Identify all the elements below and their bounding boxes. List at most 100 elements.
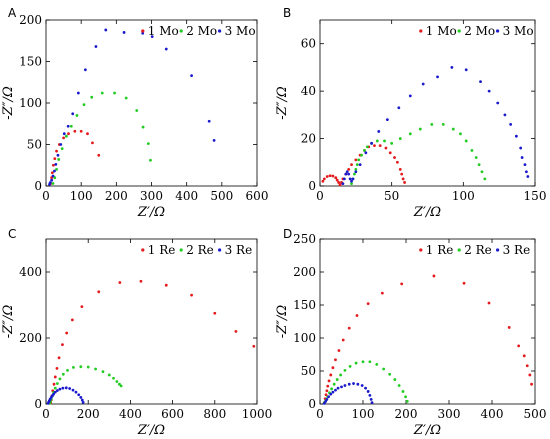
data-point xyxy=(388,372,392,376)
data-point xyxy=(496,101,500,105)
data-point xyxy=(68,387,72,390)
data-point xyxy=(122,31,126,34)
data-point xyxy=(353,172,356,176)
data-point xyxy=(325,389,329,393)
data-point xyxy=(336,386,340,390)
y-tick-label: 150 xyxy=(293,298,316,312)
x-axis-label: Z′/Ω xyxy=(137,205,165,220)
x-axis-label: Z′/Ω xyxy=(137,423,165,438)
data-point xyxy=(234,330,238,333)
data-point xyxy=(528,373,532,377)
data-point xyxy=(339,373,343,377)
data-point xyxy=(119,384,123,388)
data-point xyxy=(66,368,69,372)
legend-label: 3 Mo xyxy=(225,24,256,38)
data-point xyxy=(62,132,66,136)
data-point xyxy=(370,401,374,405)
y-tick-label: 200 xyxy=(19,331,42,345)
data-point xyxy=(383,139,386,143)
data-point xyxy=(53,390,57,394)
data-point xyxy=(80,398,84,402)
data-point xyxy=(517,344,521,348)
data-point xyxy=(398,168,402,171)
y-tick-label: 250 xyxy=(293,232,316,246)
data-point xyxy=(104,28,108,32)
data-point xyxy=(329,373,333,377)
data-point xyxy=(70,318,74,322)
panel-letter: D xyxy=(283,227,292,241)
data-point xyxy=(347,326,351,330)
panel-letter: C xyxy=(8,227,16,241)
data-point xyxy=(358,163,362,167)
data-point xyxy=(344,172,348,176)
data-point xyxy=(81,400,85,404)
y-tick-label: 40 xyxy=(301,84,316,98)
y-tick-label: 400 xyxy=(19,265,42,279)
legend-label: 2 Mo xyxy=(186,24,217,38)
data-point xyxy=(190,74,193,78)
data-point xyxy=(82,103,86,107)
legend-label: 3 Re xyxy=(225,243,253,257)
x-tick-label: 100 xyxy=(452,189,475,203)
data-point xyxy=(477,163,481,167)
data-point xyxy=(436,75,439,79)
data-point xyxy=(55,149,58,153)
data-point xyxy=(354,361,358,365)
data-point xyxy=(86,132,89,136)
legend: 1 Mo 2 Mo 3 Mo xyxy=(141,24,256,38)
data-point xyxy=(79,365,83,369)
data-point xyxy=(55,389,59,392)
y-tick-label: 200 xyxy=(19,13,42,27)
data-point xyxy=(124,96,128,100)
data-point xyxy=(368,360,372,364)
panel-letter: B xyxy=(283,6,291,20)
data-point xyxy=(464,68,468,72)
data-point xyxy=(464,139,468,143)
data-point xyxy=(66,124,70,128)
data-point xyxy=(351,177,355,181)
data-point xyxy=(352,382,355,385)
data-point xyxy=(207,119,211,123)
data-point xyxy=(65,331,69,335)
data-point xyxy=(364,386,367,390)
y-tick-label: 100 xyxy=(19,96,42,110)
data-point xyxy=(401,177,405,181)
data-point xyxy=(450,66,454,69)
data-point xyxy=(190,293,193,297)
legend-label: 1 Re xyxy=(426,243,454,257)
legend-marker xyxy=(179,248,183,252)
data-point xyxy=(350,182,353,186)
data-point xyxy=(370,141,373,145)
data-point xyxy=(53,157,57,161)
y-tick-label: 200 xyxy=(293,265,316,279)
data-point xyxy=(514,134,518,138)
data-point xyxy=(525,170,528,174)
x-tick-label: 0 xyxy=(316,189,324,203)
data-point xyxy=(354,168,358,171)
legend-label: 2 Re xyxy=(464,243,492,257)
data-point xyxy=(519,146,523,150)
data-point xyxy=(329,392,333,396)
data-point xyxy=(55,168,58,171)
legend: 1 Mo 2 Mo 3 Mo xyxy=(419,24,534,38)
x-tick-label: 0 xyxy=(42,189,50,203)
data-point xyxy=(50,178,54,182)
y-tick-label: 60 xyxy=(301,37,316,51)
data-point xyxy=(94,367,97,371)
legend-label: 3 Mo xyxy=(503,24,534,38)
data-point xyxy=(347,168,351,171)
x-tick-label: 100 xyxy=(352,407,375,421)
data-point xyxy=(526,175,530,178)
data-point xyxy=(350,179,353,183)
plot-frame xyxy=(319,238,536,405)
data-point xyxy=(212,138,216,142)
data-point xyxy=(100,91,104,95)
data-point xyxy=(462,281,466,285)
data-point xyxy=(51,182,55,185)
data-point xyxy=(60,147,64,151)
x-tick-label: 500 xyxy=(210,189,233,203)
series-3-re xyxy=(322,382,374,405)
legend-marker xyxy=(419,248,423,252)
data-point xyxy=(356,382,360,386)
x-tick-label: 600 xyxy=(161,407,184,421)
